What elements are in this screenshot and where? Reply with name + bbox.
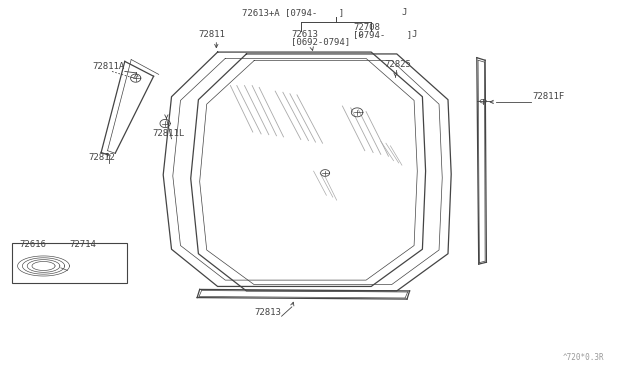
Text: 72613+A [0794-    ]: 72613+A [0794- ] [242, 8, 344, 17]
Text: 72811A: 72811A [93, 62, 125, 71]
Text: 72708: 72708 [353, 23, 380, 32]
Text: 72613: 72613 [291, 30, 318, 39]
Bar [12, 243, 127, 283]
Text: J: J [401, 8, 406, 17]
Text: [0692-0794]: [0692-0794] [291, 38, 350, 46]
Text: 72811F: 72811F [532, 92, 564, 101]
Text: 72811L: 72811L [152, 129, 184, 138]
Text: [0794-    ]: [0794- ] [353, 30, 412, 39]
Text: 72616: 72616 [19, 240, 46, 249]
Text: J: J [412, 30, 417, 39]
Text: 72811: 72811 [198, 30, 225, 39]
Text: 72825: 72825 [384, 60, 411, 69]
Text: 72714: 72714 [69, 240, 96, 249]
Text: 72813: 72813 [255, 308, 282, 317]
Text: ^720*0.3R: ^720*0.3R [563, 353, 605, 362]
Text: 72812: 72812 [88, 153, 115, 162]
